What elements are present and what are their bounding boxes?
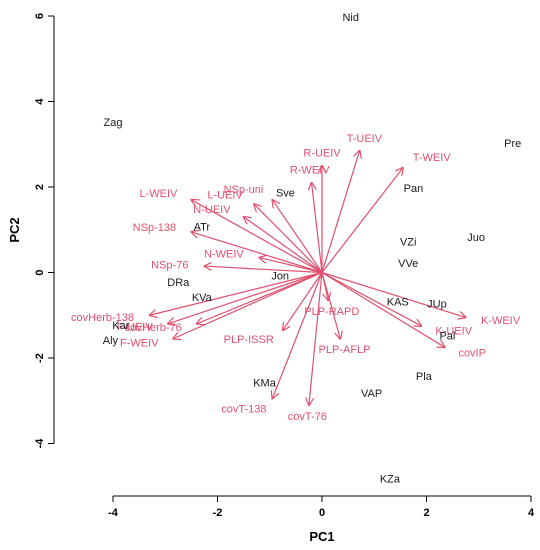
loading-arrow <box>321 271 421 326</box>
loading-arrow <box>173 271 323 339</box>
sample-point-label: KVa <box>192 292 213 304</box>
loading-arrow <box>197 271 323 324</box>
sample-point-label: Pre <box>504 138 521 150</box>
loading-arrow <box>244 217 323 273</box>
sample-point-label: Pal <box>439 331 455 343</box>
loading-arrow <box>309 272 323 406</box>
loading-arrow <box>191 232 323 274</box>
loading-arrow <box>321 271 445 348</box>
x-tick-label: -4 <box>108 507 119 519</box>
y-tick-label: -2 <box>34 353 46 363</box>
x-tick-label: 0 <box>319 507 325 519</box>
y-tick-label: 0 <box>34 269 46 275</box>
sample-point-label: VVe <box>398 258 418 270</box>
y-tick-label: 2 <box>34 184 46 190</box>
sample-point-label: Nid <box>342 12 359 24</box>
loading-label: N-UEIV <box>193 204 231 216</box>
loading-label: T-WEIV <box>413 152 452 164</box>
loading-label: covT-76 <box>288 411 327 423</box>
x-tick-label: 2 <box>423 507 429 519</box>
loading-arrow <box>191 200 323 274</box>
loading-label: R-UEIV <box>303 148 341 160</box>
loading-arrow <box>204 266 323 274</box>
loading-label: R-WEIV <box>290 165 330 177</box>
sample-point-label: Kar <box>112 320 129 332</box>
loading-arrow <box>254 204 323 273</box>
loading-arrow <box>168 271 323 324</box>
sample-point-label: DRa <box>167 277 190 289</box>
loading-arrow <box>272 200 323 273</box>
loading-label: T-UEIV <box>347 133 383 145</box>
sample-point-label: Aly <box>103 335 119 347</box>
loading-arrow <box>321 272 340 339</box>
loading-label: covHerb-76 <box>125 322 182 334</box>
sample-point-label: Juo <box>467 232 485 244</box>
loading-label: F-WEIV <box>120 338 159 350</box>
loading-arrow <box>272 272 323 399</box>
loading-arrow <box>150 271 323 316</box>
loading-label: covHerb-138 <box>71 312 134 324</box>
y-tick-label: 4 <box>34 98 46 105</box>
loading-arrow <box>321 271 466 318</box>
y-tick-label: 6 <box>34 13 46 19</box>
loading-label: N-WEIV <box>204 249 244 261</box>
loading-label: K-UEIV <box>435 326 472 338</box>
x-tick-label: -2 <box>213 507 223 519</box>
sample-point-label: ATr <box>194 222 211 234</box>
sample-point-label: KZa <box>380 474 401 486</box>
loading-arrow <box>283 272 323 331</box>
y-tick-label: -4 <box>34 438 46 449</box>
sample-point-label: VZi <box>400 236 417 248</box>
sample-point-label: VAP <box>361 388 382 400</box>
sample-point-label: Jon <box>271 271 289 283</box>
loading-arrow <box>321 151 360 273</box>
loading-label: NSp-76 <box>151 259 188 271</box>
loading-arrow <box>312 183 323 273</box>
sample-point-label: Pan <box>404 183 424 195</box>
axes: -4 -2 0 2 4 -4 -2 0 2 4 6 <box>34 13 535 519</box>
sample-point-label: Pla <box>416 371 433 383</box>
loading-arrow <box>259 258 323 274</box>
loading-label: NSp-uni <box>224 184 264 196</box>
loading-label: K-WEIV <box>481 315 521 327</box>
loading-label: NSp-138 <box>133 222 176 234</box>
y-axis-title: PC2 <box>7 217 22 242</box>
loading-label: covT-138 <box>221 404 266 416</box>
sample-point-label: Sve <box>276 187 295 199</box>
sample-point-label: KMa <box>253 378 277 390</box>
loading-arrow <box>321 168 403 273</box>
loading-label: covIP <box>458 347 486 359</box>
x-axis-title: PC1 <box>309 529 334 544</box>
x-tick-label: 4 <box>528 507 535 519</box>
loading-label: F-UEIV <box>117 321 154 333</box>
sample-point-label: KAS <box>387 296 409 308</box>
loading-label: PLP-ISSR <box>224 334 274 346</box>
loading-label: L-WEIV <box>139 188 178 200</box>
loading-label: L-UEIV <box>207 189 243 201</box>
loading-label: PLP-AFLP <box>319 344 371 356</box>
sample-point-label: Zag <box>104 117 123 129</box>
sample-point-label: JUp <box>427 298 447 310</box>
